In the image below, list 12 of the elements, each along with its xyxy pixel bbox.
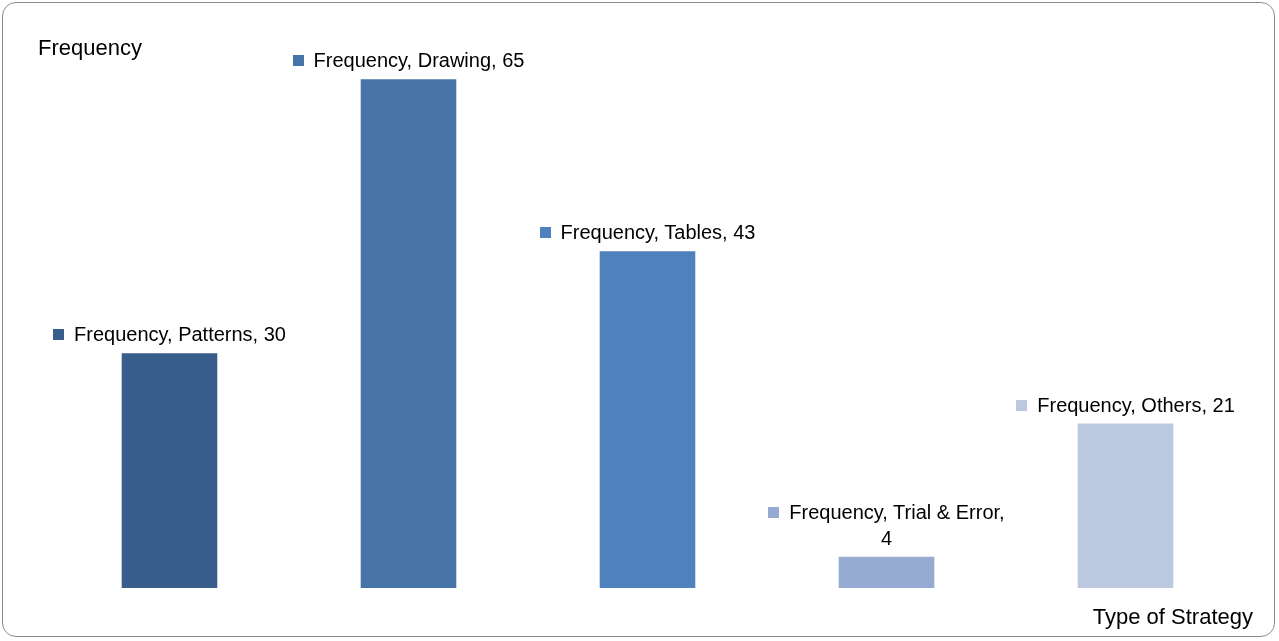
bar [121,353,218,588]
bar [1077,423,1174,588]
y-axis-title: Frequency [38,34,142,60]
data-label: Frequency, Trial & Error, 4 [788,499,1006,551]
bar [360,79,457,588]
data-label: Frequency, Tables, 43 [559,220,757,246]
data-label: Frequency, Patterns, 30 [73,322,287,348]
data-label: Frequency, Drawing, 65 [312,48,526,74]
x-axis-title: Type of Strategy [1092,603,1253,629]
bar [838,556,935,588]
bar [599,251,696,588]
data-label: Frequency, Others, 21 [1036,392,1236,418]
